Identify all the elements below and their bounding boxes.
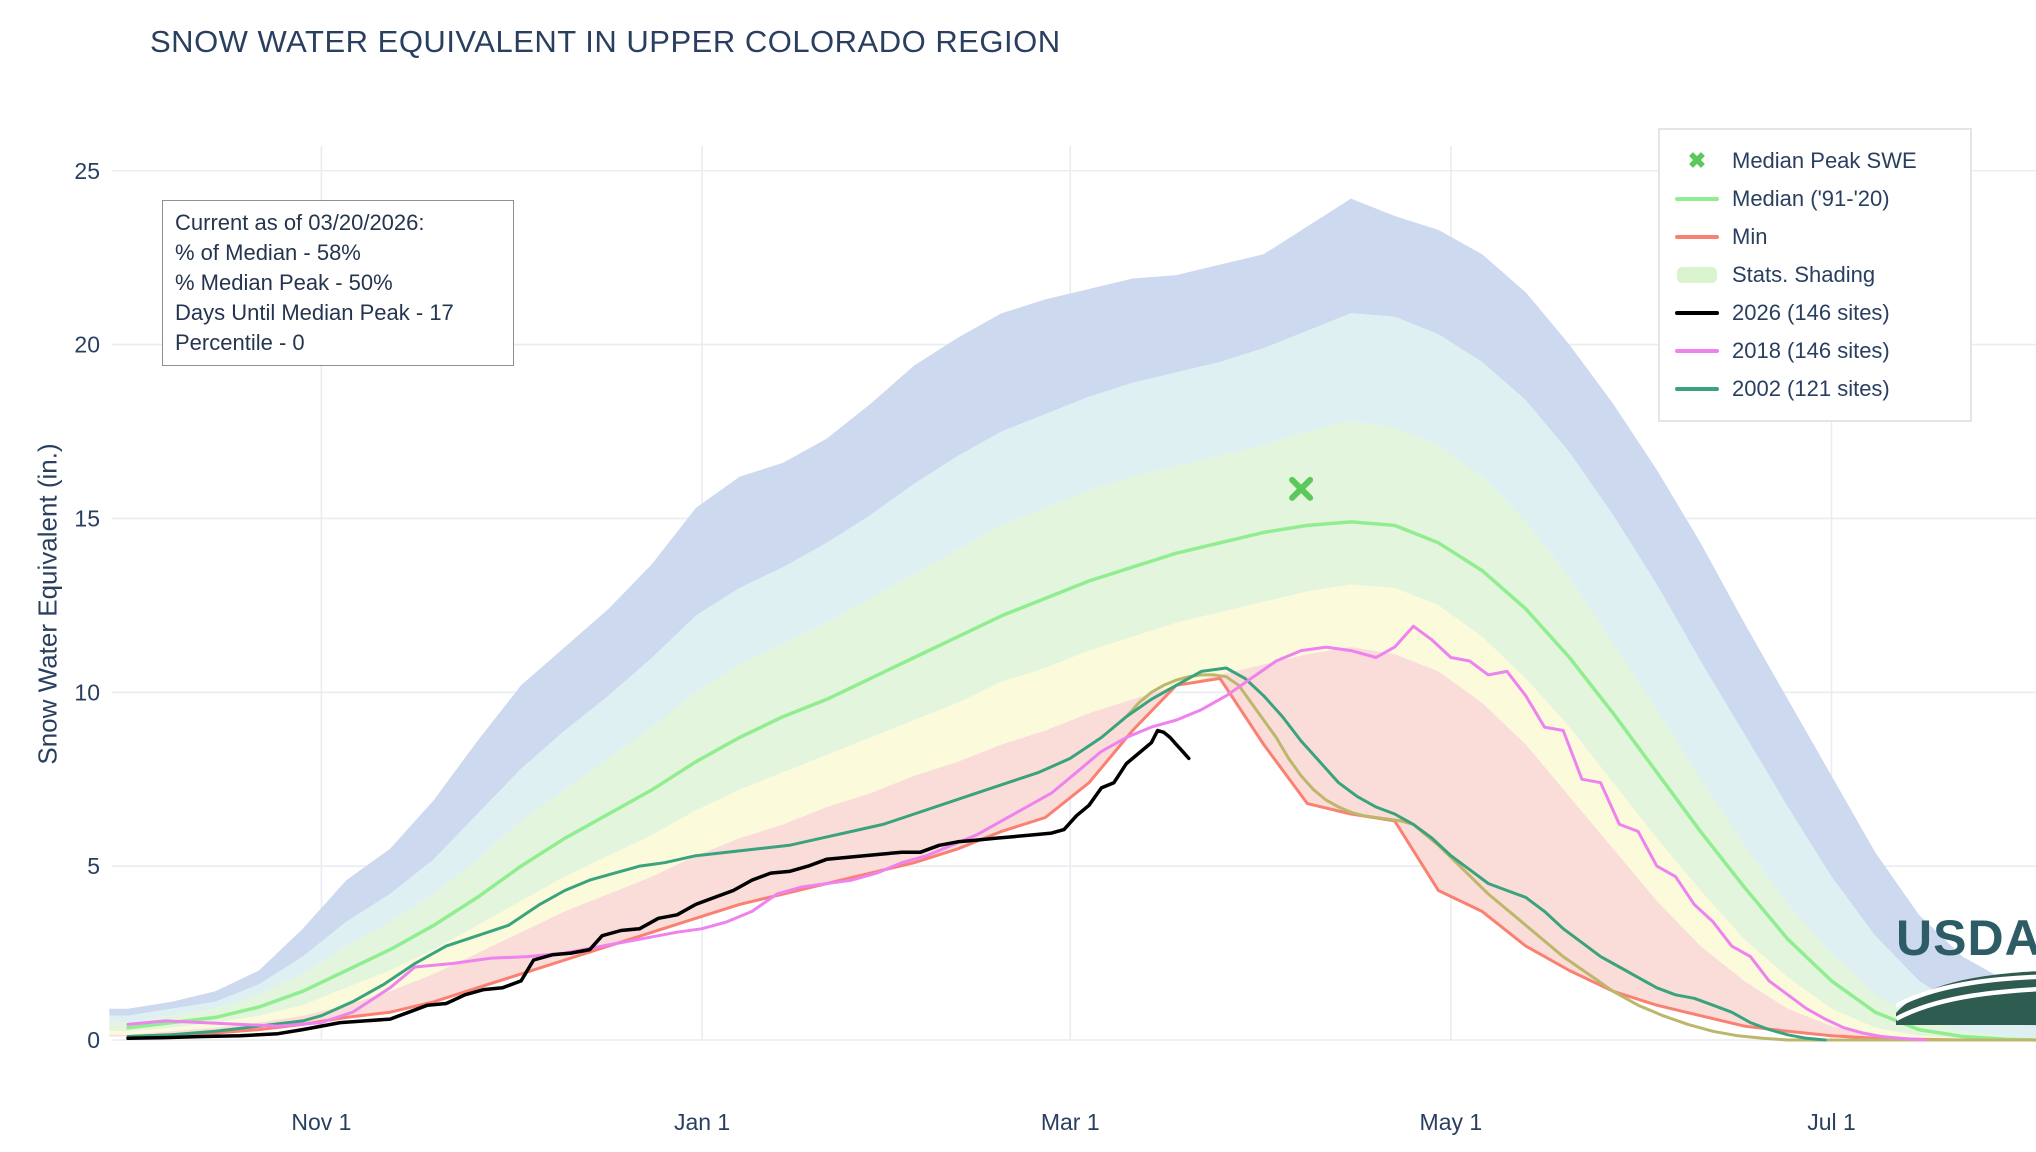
x-marker-icon: ✖: [1687, 148, 1707, 173]
annotation-line: Percentile - 0: [175, 330, 305, 355]
x-tick-label: Nov 1: [291, 1109, 351, 1135]
series-2002-121-sites-: [126, 666, 1827, 1042]
band-p10-p30: [109, 584, 2036, 1040]
current-status-annotation: Current as of 03/20/2026: % of Median - 5…: [162, 200, 514, 366]
chart-title: SNOW WATER EQUIVALENT IN UPPER COLORADO …: [150, 24, 1061, 59]
series-2026-146-sites-: [126, 728, 1191, 1041]
band-p70-p90: [109, 313, 2036, 1039]
legend: ✖ Median Peak SWE Median ('91-'20) Min Stats…: [1658, 128, 1972, 422]
legend-item[interactable]: 2026 (146 sites): [1674, 294, 1956, 332]
y-tick-label: 5: [87, 853, 100, 879]
legend-item-label: Median Peak SWE: [1732, 148, 1917, 173]
line-swatch: [1674, 349, 1720, 353]
legend-item-label: Median ('91-'20): [1732, 186, 1890, 211]
shading-swatch: [1674, 267, 1720, 283]
legend-item[interactable]: Min: [1674, 218, 1956, 256]
annotation-line: Days Until Median Peak - 17: [175, 300, 454, 325]
series-median-91-20-: [126, 520, 2036, 1042]
legend-item[interactable]: ✖ Median Peak SWE: [1674, 142, 1956, 180]
band-min-p10: [109, 647, 2036, 1040]
line-swatch: [1674, 235, 1720, 239]
y-tick-label: 15: [74, 505, 100, 531]
legend-item-label: 2026 (146 sites): [1732, 300, 1890, 325]
band-p90-max: [109, 198, 2036, 1026]
median-peak-marker: [1289, 476, 1314, 501]
legend-item-label: Stats. Shading: [1732, 262, 1876, 287]
legend-item[interactable]: 2002 (121 sites): [1674, 370, 1956, 408]
y-tick-label: 25: [74, 158, 100, 184]
series--unlabeled-dark-khaki-line-: [1112, 673, 2036, 1042]
legend-item-label: 2002 (121 sites): [1732, 376, 1890, 401]
band-p30-p70: [109, 421, 2036, 1040]
x-tick-label: Jan 1: [674, 1109, 730, 1135]
usda-logo-text: USDA: [1896, 910, 2036, 966]
line-swatch: [1674, 197, 1720, 201]
usda-field-icon: [1896, 970, 2036, 1025]
legend-item-label: 2018 (146 sites): [1732, 338, 1890, 363]
annotation-line: Current as of 03/20/2026:: [175, 210, 425, 235]
usda-logo: USDA: [1896, 912, 2036, 1025]
annotation-line: % of Median - 58%: [175, 240, 361, 265]
x-tick-label: Mar 1: [1041, 1109, 1100, 1135]
line-swatch: [1674, 311, 1720, 315]
series-min: [126, 676, 2036, 1042]
legend-item[interactable]: Stats. Shading: [1674, 256, 1956, 294]
line-swatch: [1674, 387, 1720, 391]
legend-item[interactable]: 2018 (146 sites): [1674, 332, 1956, 370]
legend-item-label: Min: [1732, 224, 1768, 249]
x-tick-label: Jul 1: [1807, 1109, 1856, 1135]
y-tick-label: 10: [74, 679, 100, 705]
legend-item[interactable]: Median ('91-'20): [1674, 180, 1956, 218]
x-tick-label: May 1: [1420, 1109, 1483, 1135]
y-axis-label: Snow Water Equivalent (in.): [32, 443, 63, 765]
y-tick-label: 20: [74, 332, 100, 358]
y-tick-label: 0: [87, 1027, 100, 1053]
annotation-line: % Median Peak - 50%: [175, 270, 393, 295]
